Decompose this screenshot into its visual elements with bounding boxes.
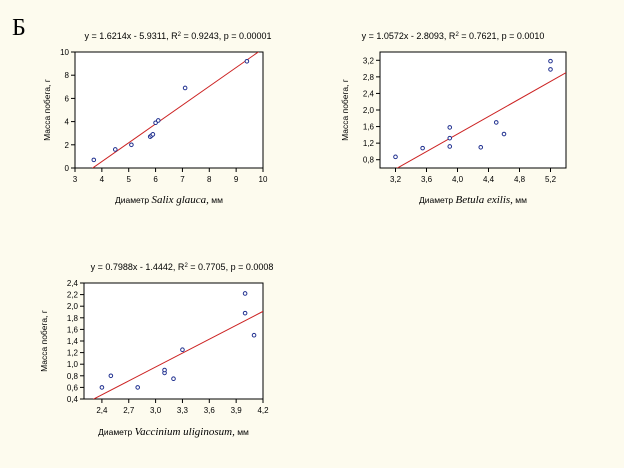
y-tick-label: 10 xyxy=(60,48,69,57)
x-tick-label: 4,8 xyxy=(514,175,526,184)
x-axis-label: Диаметр Salix glauca, мм xyxy=(115,194,223,206)
y-tick-label: 2 xyxy=(65,141,70,150)
y-tick-label: 0 xyxy=(65,164,70,173)
y-axis-label: Масса побега, г xyxy=(39,310,49,372)
y-tick-label: 0,4 xyxy=(67,395,79,404)
y-tick-label: 3,2 xyxy=(363,56,375,65)
data-point xyxy=(155,118,161,123)
x-tick-label: 3,6 xyxy=(421,175,433,184)
x-tick-label: 8 xyxy=(207,175,212,184)
data-point xyxy=(150,132,156,137)
y-tick-label: 0,8 xyxy=(363,156,375,165)
x-tick-label: 2,4 xyxy=(96,406,108,415)
x-tick-label: 4,2 xyxy=(257,406,269,415)
chart-1: y = 1.6214x - 5.9311, R2 = 0.9243, p = 0… xyxy=(42,31,272,206)
regression-line xyxy=(91,52,260,168)
x-tick-label: 3,0 xyxy=(150,406,162,415)
chart-title: y = 1.0572x - 2.8093, R2 = 0.7621, p = 0… xyxy=(362,31,545,41)
plot-area xyxy=(74,51,264,169)
x-tick-label: 3 xyxy=(73,175,78,184)
y-tick-label: 1,2 xyxy=(363,139,375,148)
x-tick-label: 9 xyxy=(234,175,239,184)
regression-line xyxy=(92,310,263,399)
data-point xyxy=(548,58,553,64)
data-point xyxy=(182,85,188,91)
x-tick-label: 6 xyxy=(153,175,158,184)
y-tick-label: 1,0 xyxy=(67,360,79,369)
data-point xyxy=(171,376,176,382)
y-axis-label: Масса побега, г xyxy=(340,79,350,141)
y-tick-label: 6 xyxy=(65,94,70,103)
data-point xyxy=(447,144,453,149)
y-tick-label: 2,4 xyxy=(67,279,79,288)
chart-title: y = 0.7988x - 1.4442, R2 = 0.7705, p = 0… xyxy=(91,262,274,272)
chart-title: y = 1.6214x - 5.9311, R2 = 0.9243, p = 0… xyxy=(84,31,271,41)
x-tick-label: 5,2 xyxy=(545,175,557,184)
chart-3: y = 0.7988x - 1.4442, R2 = 0.7705, p = 0… xyxy=(39,262,273,438)
data-point xyxy=(135,385,140,390)
plot-area xyxy=(379,51,567,169)
y-tick-label: 8 xyxy=(65,71,70,80)
data-point xyxy=(162,367,167,373)
data-point xyxy=(112,147,118,152)
data-point xyxy=(99,385,105,390)
plot-area xyxy=(83,282,264,400)
x-tick-label: 5 xyxy=(126,175,131,184)
data-point xyxy=(393,154,398,160)
regression-line xyxy=(396,72,566,168)
x-tick-label: 7 xyxy=(180,175,185,184)
x-tick-label: 3,6 xyxy=(204,406,216,415)
data-point xyxy=(242,291,248,296)
y-tick-label: 0,8 xyxy=(67,372,79,381)
y-tick-label: 1,2 xyxy=(67,349,79,358)
figure-letter: Б xyxy=(12,15,26,41)
x-tick-label: 4 xyxy=(100,175,105,184)
y-tick-label: 2,0 xyxy=(363,106,375,115)
data-point xyxy=(493,120,499,125)
data-point xyxy=(108,373,114,379)
data-point xyxy=(91,157,97,163)
y-tick-label: 1,6 xyxy=(67,325,79,334)
x-tick-label: 2,7 xyxy=(123,406,135,415)
data-point xyxy=(244,58,250,64)
y-tick-label: 2,0 xyxy=(67,302,79,311)
data-point xyxy=(501,131,507,137)
y-tick-label: 4 xyxy=(65,118,70,127)
x-axis-label: Диаметр Betula exilis, мм xyxy=(419,194,527,206)
data-point xyxy=(548,67,553,72)
x-tick-label: 3,3 xyxy=(177,406,189,415)
y-tick-label: 2,8 xyxy=(363,73,375,82)
data-point xyxy=(478,144,484,150)
y-axis-label: Масса побега, г xyxy=(42,79,52,141)
y-tick-label: 1,8 xyxy=(67,314,79,323)
y-tick-label: 1,4 xyxy=(67,337,79,346)
x-tick-label: 3,2 xyxy=(390,175,402,184)
data-point xyxy=(251,332,257,338)
x-tick-label: 4,4 xyxy=(483,175,495,184)
data-point xyxy=(180,347,185,353)
data-point xyxy=(129,142,134,148)
x-tick-label: 10 xyxy=(259,175,268,184)
x-tick-label: 4,0 xyxy=(452,175,464,184)
chart-2: y = 1.0572x - 2.8093, R2 = 0.7621, p = 0… xyxy=(340,31,567,206)
y-tick-label: 1,6 xyxy=(363,123,375,132)
data-point xyxy=(420,145,425,151)
data-point xyxy=(242,310,248,316)
y-tick-label: 2,2 xyxy=(67,291,79,300)
y-tick-label: 2,4 xyxy=(363,89,375,98)
x-axis-label: Диаметр Vaccinium uliginosum, мм xyxy=(98,426,249,438)
data-point xyxy=(447,135,453,141)
y-tick-label: 0,6 xyxy=(67,383,79,392)
data-point xyxy=(447,125,453,130)
x-tick-label: 3,9 xyxy=(231,406,243,415)
